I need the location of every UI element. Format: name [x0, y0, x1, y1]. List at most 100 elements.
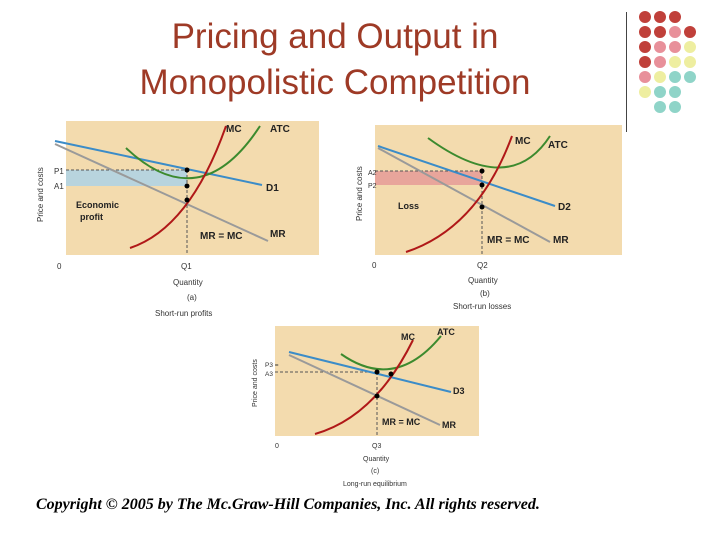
- decor-dot: [684, 41, 696, 53]
- x-axis-label: Quantity: [363, 456, 390, 463]
- q-label: Q3: [372, 443, 381, 450]
- equality-label: MR = MC: [382, 417, 421, 427]
- a-label: A1: [54, 182, 64, 191]
- decor-dot: [654, 71, 666, 83]
- panel-caption: Short-run losses: [453, 302, 511, 311]
- decor-dot: [639, 56, 651, 68]
- decor-dot: [654, 86, 666, 98]
- a-label: A3: [265, 371, 273, 378]
- demand-label: D2: [558, 202, 571, 213]
- panel-caption: Short-run profits: [155, 309, 212, 318]
- loss-area: [375, 171, 482, 185]
- mr-label: MR: [270, 229, 286, 240]
- atc-point: [479, 168, 485, 174]
- decor-dot: [654, 56, 666, 68]
- mc-label: MC: [226, 124, 242, 135]
- panel-letter: (a): [187, 293, 197, 302]
- decor-dot: [639, 71, 651, 83]
- demand-label: D1: [266, 183, 279, 194]
- panel-letter: (c): [371, 468, 379, 475]
- decor-dot: [669, 86, 681, 98]
- atc-point: [388, 371, 394, 377]
- decor-dot: [669, 41, 681, 53]
- decor-dot: [654, 41, 666, 53]
- mc-label: MC: [401, 332, 415, 342]
- mc-label: MC: [515, 136, 531, 147]
- title-line-1: Pricing and Output in: [171, 17, 499, 56]
- decor-dot: [684, 26, 696, 38]
- tangency-point: [374, 369, 380, 375]
- decor-dot: [639, 26, 651, 38]
- decor-dot: [654, 101, 666, 113]
- profit-area-box: [66, 186, 187, 228]
- decor-dot: [654, 11, 666, 23]
- mr-mc-point: [184, 197, 190, 203]
- atc-curve: [125, 125, 261, 180]
- mr-label: MR: [553, 235, 569, 246]
- loss-label: Loss: [398, 201, 419, 211]
- x-axis-label: Quantity: [468, 276, 498, 285]
- atc-label: ATC: [548, 140, 568, 151]
- plot-background: [375, 125, 622, 255]
- x-axis-label: Quantity: [173, 278, 203, 287]
- equality-label: MR = MC: [200, 231, 243, 242]
- profit-area: [66, 170, 187, 186]
- panel-c-long-run-equilibrium: MC ATC D3 MR MR = MC Price and costs P3 …: [252, 326, 479, 488]
- demand-curve: [54, 140, 263, 186]
- mc-curve: [405, 135, 513, 253]
- decor-dot: [669, 101, 681, 113]
- title-line-2: Monopolistic Competition: [139, 63, 531, 102]
- decor-dot: [669, 56, 681, 68]
- panel-b-short-run-losses: MC ATC D2 MR MR = MC Loss Price and cost…: [355, 125, 622, 311]
- panel-letter: (b): [480, 289, 490, 298]
- equality-label: MR = MC: [487, 235, 530, 246]
- profit-label-line-1: Economic: [76, 200, 119, 210]
- y-axis-label: Price and costs: [355, 166, 364, 221]
- p-label: P1: [54, 167, 64, 176]
- mc-curve: [314, 339, 414, 435]
- price-point: [184, 167, 190, 173]
- panel-caption: Long-run equilibrium: [343, 481, 407, 488]
- decor-dot: [639, 11, 651, 23]
- y-axis-label: Price and costs: [36, 167, 45, 222]
- origin-label: 0: [275, 443, 279, 450]
- p-label: P3 =: [265, 362, 279, 369]
- decor-dot: [669, 26, 681, 38]
- decor-dot: [669, 71, 681, 83]
- atc-curve: [340, 335, 442, 371]
- mr-curve: [288, 354, 441, 426]
- demand-curve: [288, 351, 452, 393]
- demand-label: D3: [453, 386, 465, 396]
- atc-point: [184, 183, 190, 189]
- origin-label: 0: [57, 262, 62, 271]
- panel-a-short-run-profits: MC ATC D1 MR MR = MC Economic profit Pric…: [36, 121, 319, 318]
- mr-curve: [377, 147, 551, 243]
- origin-label: 0: [372, 261, 377, 270]
- q-label: Q1: [181, 262, 192, 271]
- p-label: P2: [368, 183, 377, 190]
- decor-dot-grid: [639, 11, 696, 113]
- decor-dot: [639, 41, 651, 53]
- mr-label: MR: [442, 420, 456, 430]
- decor-dot: [654, 26, 666, 38]
- mr-curve: [54, 143, 269, 242]
- price-point: [479, 182, 485, 188]
- slide-title: Pricing and Output in Monopolistic Compe…: [40, 14, 630, 106]
- atc-label: ATC: [270, 124, 290, 135]
- profit-label: Economic profit: [76, 200, 119, 222]
- demand-curve: [377, 145, 556, 207]
- mc-curve: [129, 125, 227, 249]
- decor-dot: [669, 11, 681, 23]
- y-axis-label: Price and costs: [252, 359, 259, 407]
- decor-dot: [639, 86, 651, 98]
- a-label: A2: [368, 170, 377, 177]
- decor-dot: [684, 56, 696, 68]
- copyright-notice: Copyright © 2005 by The Mc.Graw-Hill Com…: [36, 496, 540, 513]
- decor-dot: [684, 71, 696, 83]
- mr-mc-point: [374, 393, 380, 399]
- decor-divider: [626, 12, 627, 132]
- profit-label-line-2: profit: [80, 212, 103, 222]
- mr-mc-point: [479, 204, 485, 210]
- q-label: Q2: [477, 261, 488, 270]
- atc-label: ATC: [437, 327, 455, 337]
